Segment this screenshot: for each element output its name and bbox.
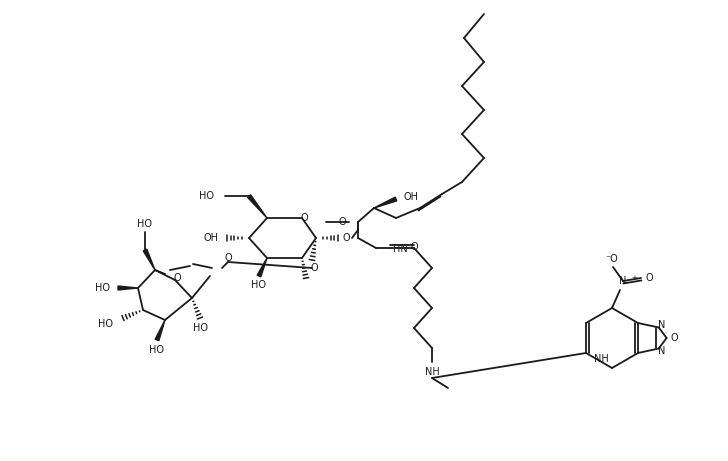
Text: NH: NH — [594, 354, 609, 364]
Text: HO: HO — [251, 280, 266, 290]
Text: N: N — [658, 320, 665, 331]
Text: HO: HO — [149, 345, 165, 355]
Text: O: O — [224, 253, 232, 263]
Polygon shape — [143, 249, 155, 270]
Text: O: O — [410, 242, 418, 252]
Text: O: O — [339, 217, 346, 227]
Text: HO: HO — [138, 219, 152, 229]
Text: O: O — [310, 263, 318, 273]
Text: NH: NH — [424, 367, 440, 377]
Text: O: O — [173, 273, 181, 283]
Text: N: N — [658, 345, 665, 355]
Text: O: O — [645, 273, 653, 283]
Text: HO: HO — [192, 323, 207, 333]
Text: O: O — [670, 333, 678, 343]
Text: HO: HO — [199, 191, 214, 201]
Polygon shape — [155, 320, 165, 341]
Text: HO: HO — [95, 283, 110, 293]
Polygon shape — [248, 195, 267, 218]
Polygon shape — [374, 197, 397, 208]
Text: ⁻O: ⁻O — [606, 254, 618, 264]
Text: N: N — [620, 276, 627, 286]
Text: O: O — [300, 213, 308, 223]
Text: HO: HO — [98, 319, 113, 329]
Text: OH: OH — [204, 233, 219, 243]
Polygon shape — [118, 286, 138, 290]
Polygon shape — [257, 258, 267, 277]
Text: O: O — [342, 233, 350, 243]
Text: OH: OH — [403, 192, 418, 202]
Text: +: + — [631, 275, 637, 281]
Text: HN: HN — [393, 244, 408, 254]
